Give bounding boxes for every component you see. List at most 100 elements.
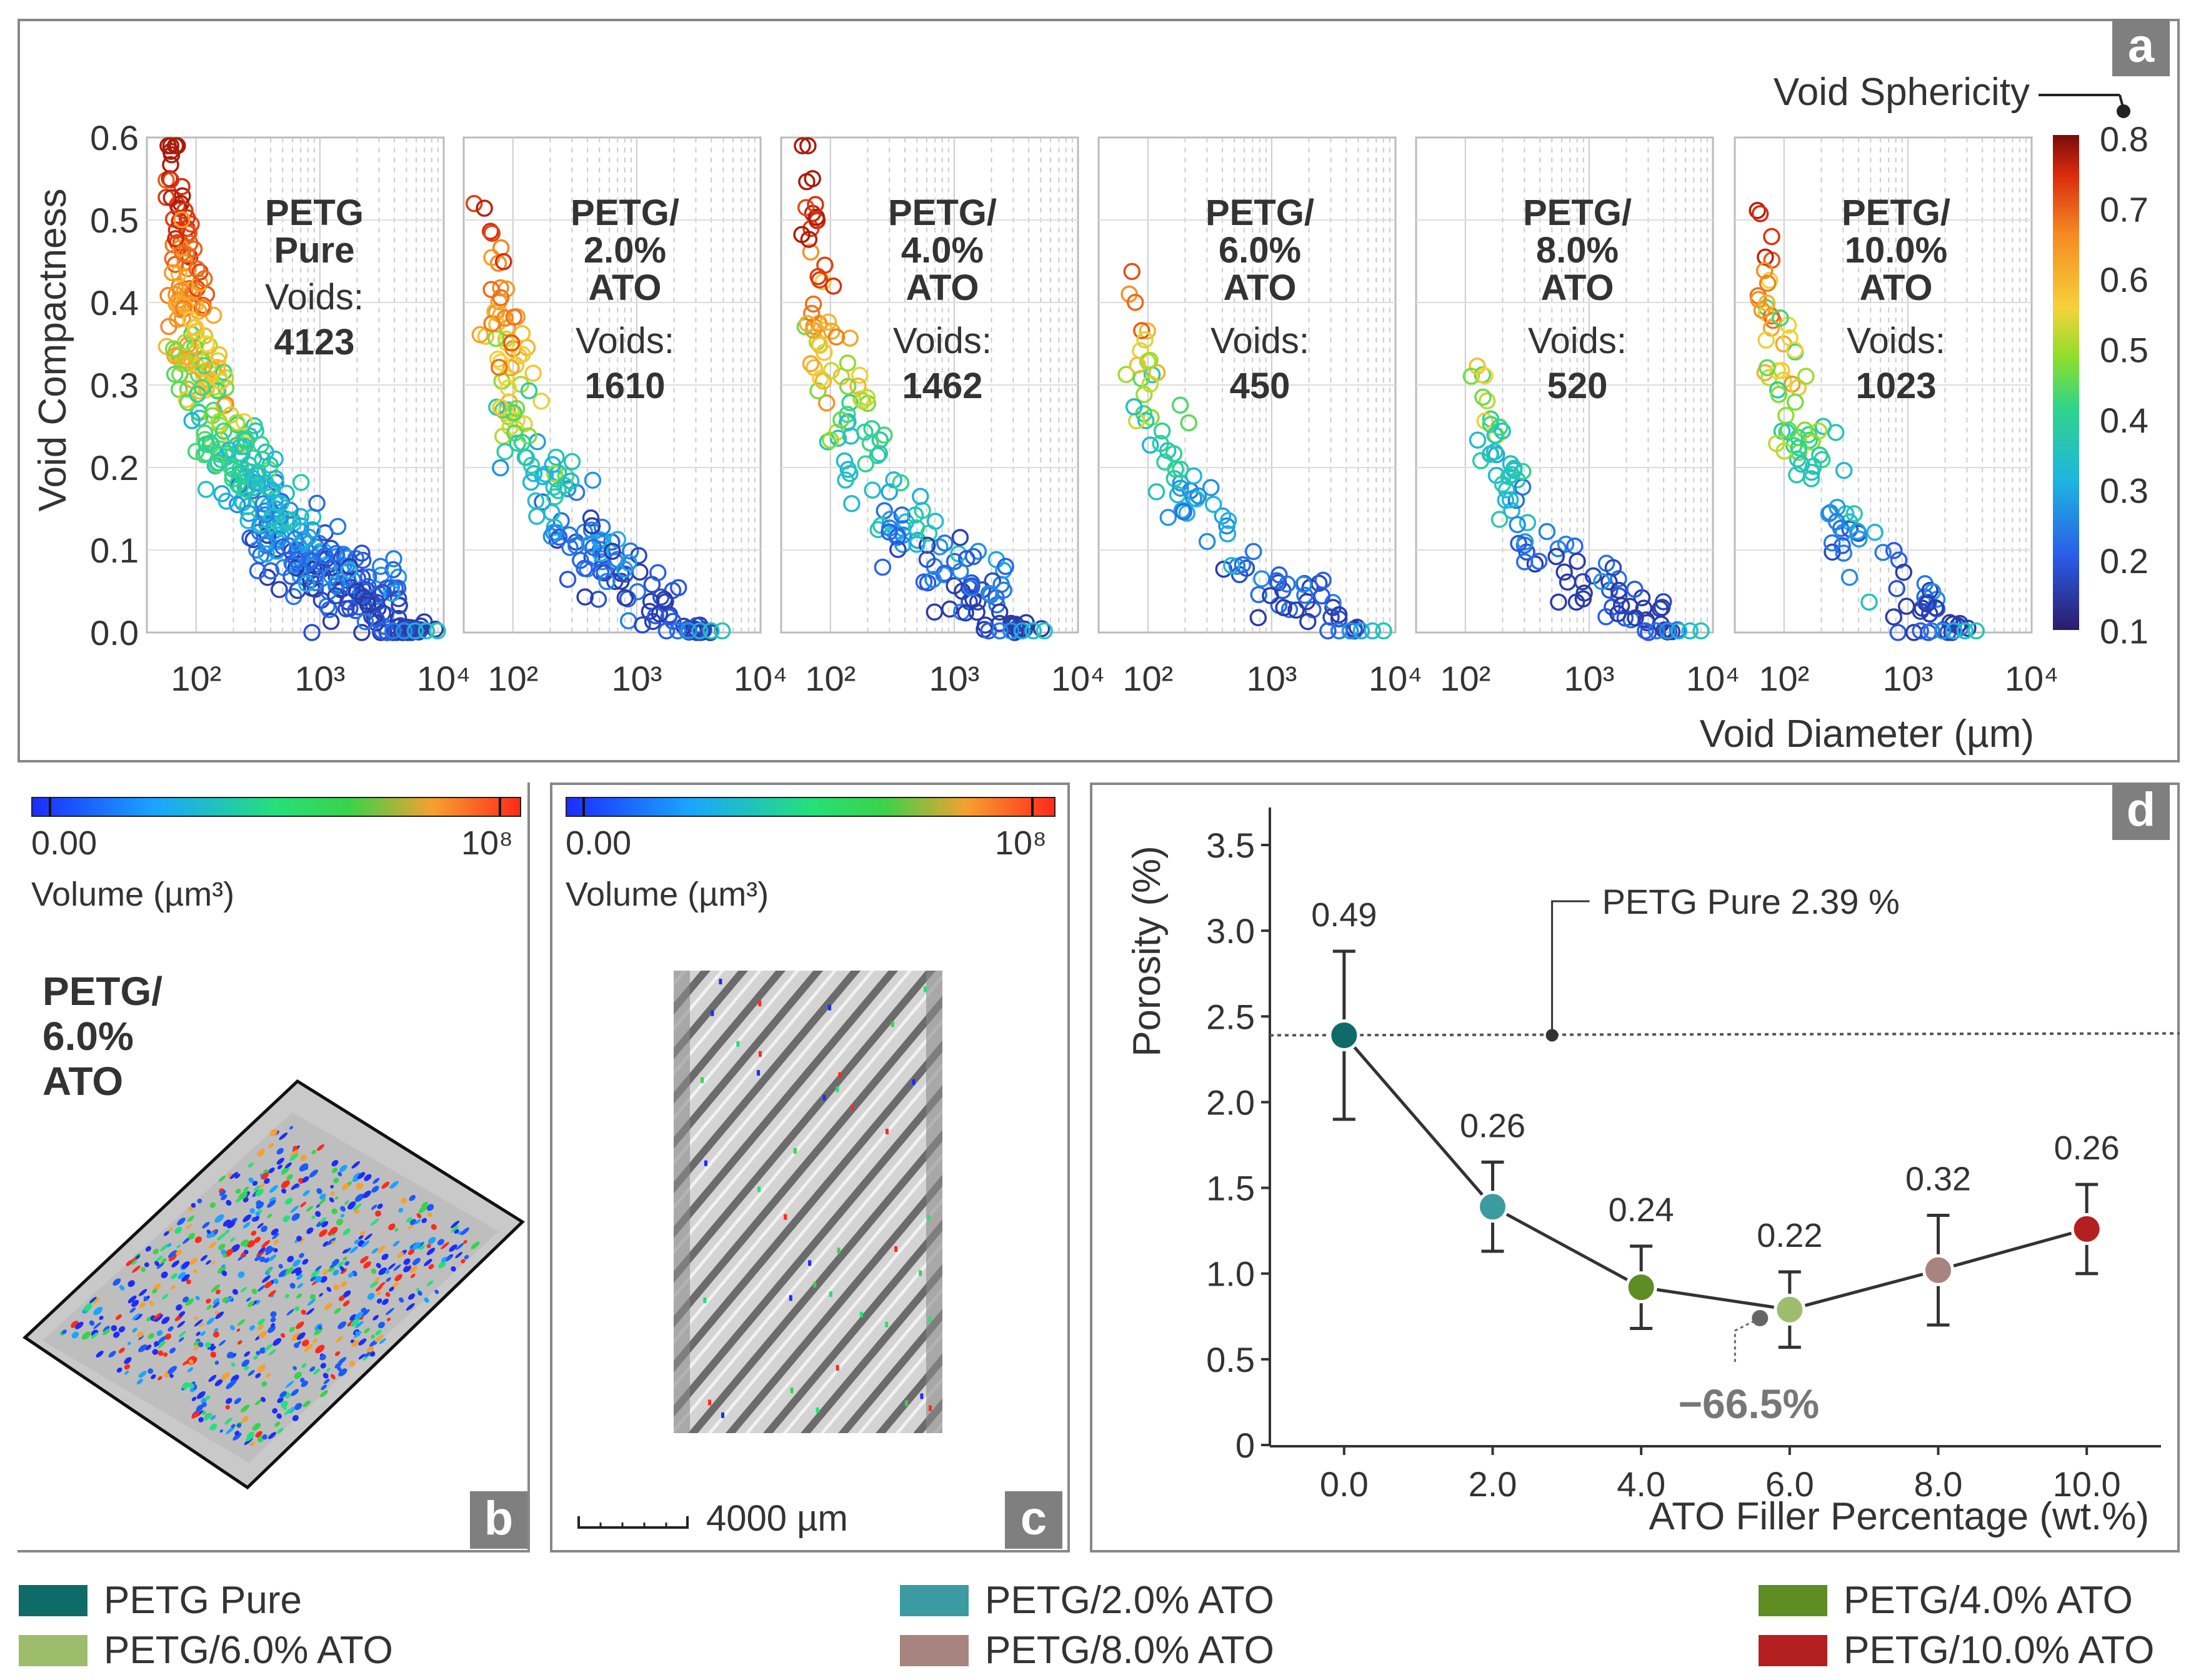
scatter-point <box>1330 622 1348 640</box>
scatter-point <box>991 622 1009 640</box>
scatter-point <box>964 548 982 566</box>
scatter-point <box>1567 593 1585 611</box>
slice-void-mark <box>859 1311 863 1318</box>
ct-void-blob <box>182 1296 189 1302</box>
scatter-point <box>197 335 216 352</box>
ct-void-blob <box>431 1224 437 1230</box>
ct-void-blob <box>188 1232 196 1239</box>
ct-void-blob <box>427 1236 436 1244</box>
scatter-point <box>1547 548 1565 566</box>
ct-void-blob <box>212 1302 220 1308</box>
scatter-point <box>1912 622 1929 640</box>
ct-void-blob <box>102 1326 110 1332</box>
ct-void-blob <box>268 1349 276 1356</box>
ct-void-blob <box>93 1322 101 1329</box>
scatter-point <box>212 372 230 391</box>
diameter-x-tick: 10⁴ <box>1686 659 1740 698</box>
scatter-point <box>1814 418 1832 436</box>
ct-void-blob <box>302 1176 309 1183</box>
ct-void-blob <box>99 1316 104 1320</box>
scatter-point <box>576 559 593 578</box>
scatter-point <box>1681 622 1699 640</box>
scatter-point <box>1202 479 1220 496</box>
scatter-point <box>1215 560 1232 578</box>
subplot-sample-name: PETG <box>265 192 364 233</box>
ct-void-blob <box>218 1243 226 1251</box>
ct-void-blob <box>196 1391 206 1399</box>
scatter-point <box>1141 436 1159 454</box>
scatter-point <box>871 444 889 462</box>
scatter-point <box>649 564 667 582</box>
ct-void-blob <box>361 1309 370 1317</box>
subplot-sample-name: PETG/ <box>1523 192 1632 233</box>
ct-void-blob <box>219 1232 227 1239</box>
scatter-point <box>465 194 483 212</box>
scatter-point <box>957 604 974 622</box>
ct-void-blob <box>268 1168 275 1174</box>
ct-void-blob <box>291 1332 301 1341</box>
ct-void-blob <box>340 1214 345 1218</box>
ct-void-blob <box>377 1203 383 1209</box>
ct-void-blob <box>139 1289 147 1296</box>
reference-label: PETG Pure 2.39 % <box>1602 882 1900 921</box>
scatter-point <box>841 394 859 412</box>
ct-void-blob <box>354 1311 364 1320</box>
scatter-point <box>1849 522 1867 540</box>
ct-void-blob <box>446 1256 452 1261</box>
diameter-x-tick: 10² <box>487 659 538 698</box>
ct-void-blob <box>416 1288 420 1292</box>
ct-void-blob <box>376 1298 382 1304</box>
ct-void-blob <box>286 1174 293 1181</box>
ct-void-blob <box>178 1311 186 1318</box>
scatter-point <box>1759 359 1776 377</box>
ct-void-blob <box>372 1314 379 1321</box>
ct-void-blob <box>206 1229 211 1234</box>
ct-void-blob <box>412 1258 421 1266</box>
scatter-point <box>242 463 259 481</box>
scatter-point <box>160 318 177 336</box>
ct-void-blob <box>399 1297 404 1303</box>
slice-void-mark <box>836 1365 839 1371</box>
ct-void-blob <box>354 1239 359 1244</box>
ct-void-blob <box>196 1331 201 1336</box>
porosity-y-tick: 2.0 <box>1206 1082 1255 1122</box>
ct-void-blob <box>330 1374 336 1379</box>
slice-void-mark <box>757 1186 761 1192</box>
ct-void-blob <box>376 1291 382 1296</box>
slice-void-mark <box>703 1297 707 1303</box>
ct-void-blob <box>261 1240 271 1248</box>
ct-void-blob <box>382 1298 389 1305</box>
ct-void-blob <box>188 1206 193 1212</box>
ct-void-blob <box>357 1172 366 1179</box>
scatter-point <box>391 596 408 614</box>
ct-void-blob <box>252 1181 258 1186</box>
ct-void-blob <box>363 1261 371 1269</box>
scatter-point <box>1287 601 1305 619</box>
ct-void-blob <box>455 1252 463 1259</box>
scatter-point <box>1626 580 1644 598</box>
scatter-point <box>1845 505 1863 522</box>
ct-void-blob <box>185 1298 194 1306</box>
scatter-point <box>1786 341 1804 359</box>
ct-void-blob <box>281 1188 287 1194</box>
ct-void-blob <box>316 1188 322 1194</box>
ct-void-blob <box>177 1321 186 1328</box>
slice-void-mark <box>711 1010 714 1016</box>
scatter-point <box>356 613 374 631</box>
scatter-point <box>385 550 402 568</box>
scatter-point <box>1129 356 1146 374</box>
ct-void-blob <box>272 1233 279 1239</box>
diameter-x-tick: 10⁴ <box>1369 659 1422 698</box>
ct-void-blob <box>176 1244 181 1249</box>
ct-void-blob <box>144 1262 149 1268</box>
ct-void-blob <box>132 1265 141 1273</box>
scatter-point <box>166 366 184 383</box>
scatter-point <box>1757 248 1774 266</box>
ct-void-blob <box>310 1276 316 1282</box>
ct-void-blob <box>364 1352 371 1358</box>
ct-void-blob <box>267 1214 272 1219</box>
ct-void-blob <box>336 1336 344 1342</box>
legend-swatch <box>19 1634 87 1666</box>
ct-void-blob <box>294 1402 302 1411</box>
scatter-point <box>514 434 531 451</box>
